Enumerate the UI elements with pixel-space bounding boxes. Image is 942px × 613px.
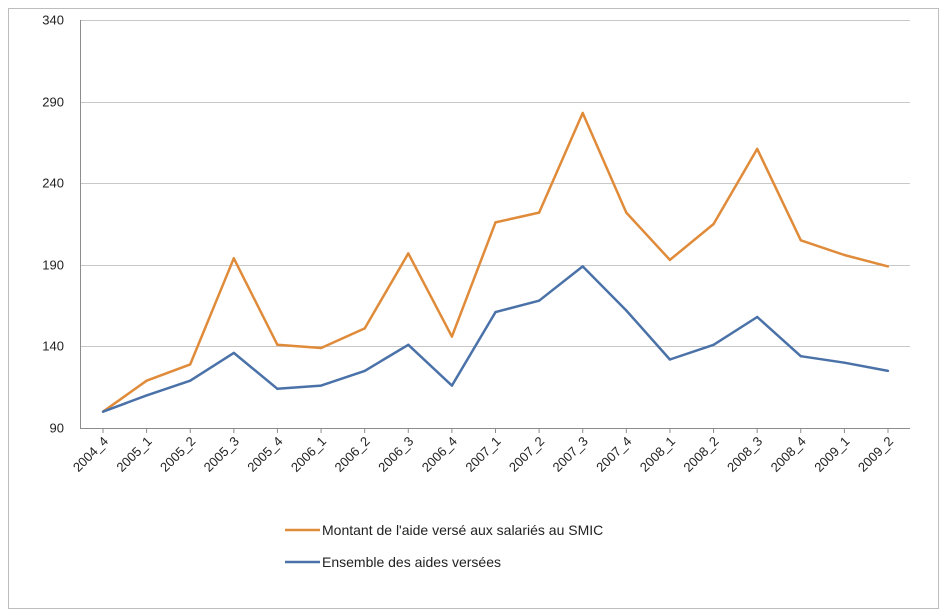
data-point	[668, 358, 672, 361]
data-point	[407, 252, 410, 255]
data-point	[450, 335, 454, 338]
y-tick-label: 240	[42, 176, 64, 191]
data-point	[712, 222, 715, 226]
data-point	[145, 379, 148, 382]
series-lines	[101, 111, 890, 413]
legend-label: Montant de l'aide versé aux salariés au …	[322, 522, 603, 538]
data-point	[276, 387, 279, 390]
data-point	[363, 327, 366, 330]
y-tick-label: 340	[42, 13, 64, 28]
data-point	[886, 369, 890, 373]
y-tick-label: 290	[42, 95, 64, 110]
legend-label: Ensemble des aides versées	[322, 554, 501, 570]
legend: Montant de l'aide versé aux salariés au …	[285, 522, 603, 570]
data-point	[189, 363, 192, 366]
data-point	[494, 221, 497, 224]
data-point	[799, 239, 802, 242]
chart-area-border	[8, 8, 939, 609]
data-point	[189, 379, 192, 382]
data-point	[625, 309, 628, 312]
data-point	[537, 211, 541, 214]
data-point	[886, 265, 890, 268]
data-point	[843, 361, 846, 364]
data-point	[712, 343, 715, 346]
y-tick-label: 190	[42, 258, 64, 273]
data-point	[101, 410, 105, 413]
data-point	[232, 351, 235, 355]
data-point	[319, 384, 323, 387]
data-point	[756, 147, 759, 151]
data-point	[494, 310, 497, 314]
data-point	[319, 346, 323, 350]
data-point	[625, 211, 628, 214]
y-axis: 90 140 190 240 290 340	[42, 13, 64, 436]
data-point	[843, 253, 846, 257]
y-tick-label: 140	[42, 339, 64, 354]
data-point	[145, 394, 148, 397]
data-point	[537, 299, 541, 302]
data-point	[581, 111, 584, 115]
data-point	[581, 265, 584, 268]
data-point	[407, 343, 410, 346]
data-point	[363, 369, 366, 373]
data-point	[450, 384, 454, 387]
data-point	[756, 315, 759, 319]
data-point	[668, 258, 672, 262]
data-point	[232, 257, 235, 260]
data-point	[276, 343, 279, 346]
data-point	[799, 355, 802, 358]
y-tick-label: 90	[50, 421, 64, 436]
